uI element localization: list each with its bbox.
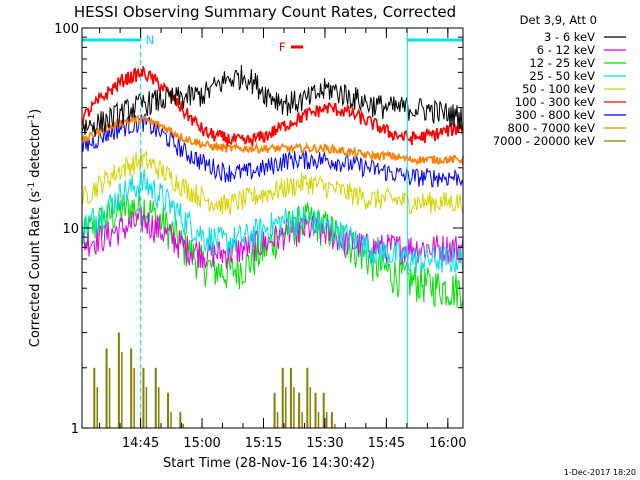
series-line: [81, 114, 464, 166]
series-line: [81, 65, 464, 137]
x-tick-label: 15:15: [245, 436, 282, 451]
legend-entry-label: 7000 - 20000 keV: [493, 134, 595, 148]
y-tick-label: 10: [62, 222, 79, 237]
x-tick-label: 15:45: [368, 436, 405, 451]
legend-entry-label: 12 - 25 keV: [529, 56, 595, 70]
x-tick-label: 14:45: [122, 436, 159, 451]
x-tick-label: 15:30: [306, 436, 343, 451]
x-tick-label: 16:00: [429, 436, 466, 451]
legend-entry-label: 25 - 50 keV: [529, 69, 595, 83]
flare-label: F: [279, 40, 286, 54]
x-axis-label: Start Time (28-Nov-16 14:30:42): [163, 456, 375, 471]
y-axis-label-sup: -1: [27, 114, 37, 123]
legend-title: Det 3,9, Att 0: [520, 13, 597, 27]
y-tick-label: 100: [54, 22, 79, 37]
legend-entry-label: 100 - 300 keV: [515, 95, 595, 109]
night-label: N: [146, 33, 155, 47]
y-axis-label-sup: -1: [27, 182, 37, 191]
series-line: [81, 149, 464, 215]
legend-entry-label: 50 - 100 keV: [522, 82, 595, 96]
y-tick-label: 1: [71, 422, 79, 437]
y-axis-label-part: detector: [28, 122, 43, 182]
y-axis-label-part: Corrected Count Rate (s: [28, 191, 43, 348]
timestamp: 1-Dec-2017 18:20: [564, 468, 636, 477]
legend-entry-label: 800 - 7000 keV: [507, 121, 595, 135]
series-line: [81, 206, 464, 270]
y-axis-label: Corrected Count Rate (s-1 detector-1): [27, 109, 43, 347]
legend-entry-label: 3 - 6 keV: [544, 30, 595, 44]
chart-title: HESSI Observing Summary Count Rates, Cor…: [74, 3, 456, 21]
legend-entry-label: 6 - 12 keV: [537, 43, 595, 57]
x-tick-label: 15:00: [183, 436, 220, 451]
series-line: [81, 66, 464, 147]
series-line: [81, 168, 464, 275]
axes: 1 10 100 14:45 15:00 15:15 15:30 15:45 16:00: [54, 22, 466, 451]
y-axis-label-part: ): [28, 109, 43, 114]
legend-entry-label: 300 - 800 keV: [515, 108, 595, 122]
